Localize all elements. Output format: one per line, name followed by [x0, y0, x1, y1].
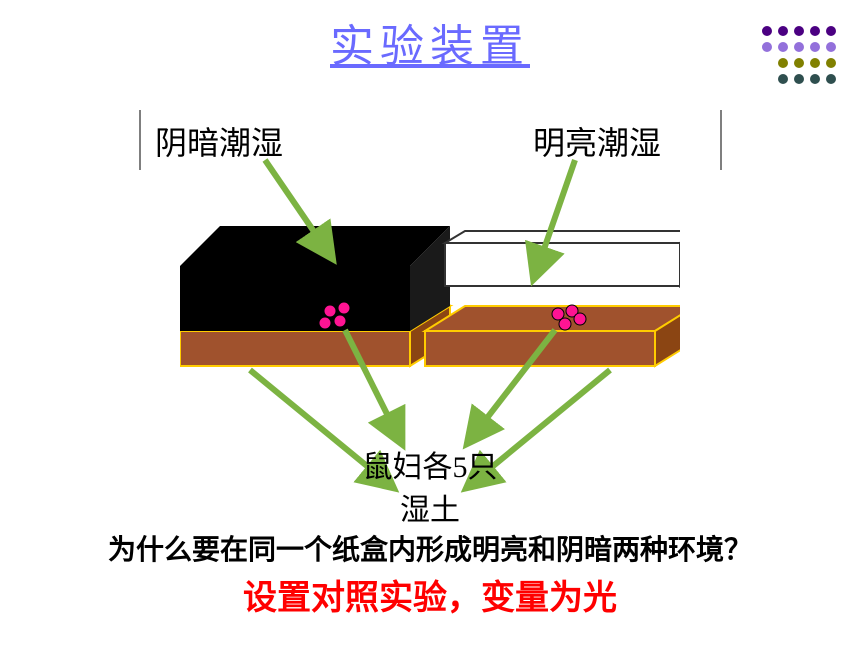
divider-left	[139, 110, 141, 170]
divider-right	[720, 110, 722, 170]
label-woodlice: 鼠妇各5只	[0, 442, 860, 486]
label-wetsoil: 湿土	[0, 485, 860, 529]
apparatus-diagram	[180, 186, 680, 376]
answer-text: 设置对照实验，变量为光	[0, 570, 860, 619]
corner-dots	[762, 26, 836, 90]
question-text: 为什么要在同一个纸盒内形成明亮和阴暗两种环境？	[0, 528, 860, 568]
label-bright-moist: 明亮潮湿	[533, 118, 661, 164]
label-dark-moist: 阴暗潮湿	[155, 118, 283, 164]
slide-title: 实验装置	[0, 10, 860, 74]
box-svg	[180, 186, 680, 406]
